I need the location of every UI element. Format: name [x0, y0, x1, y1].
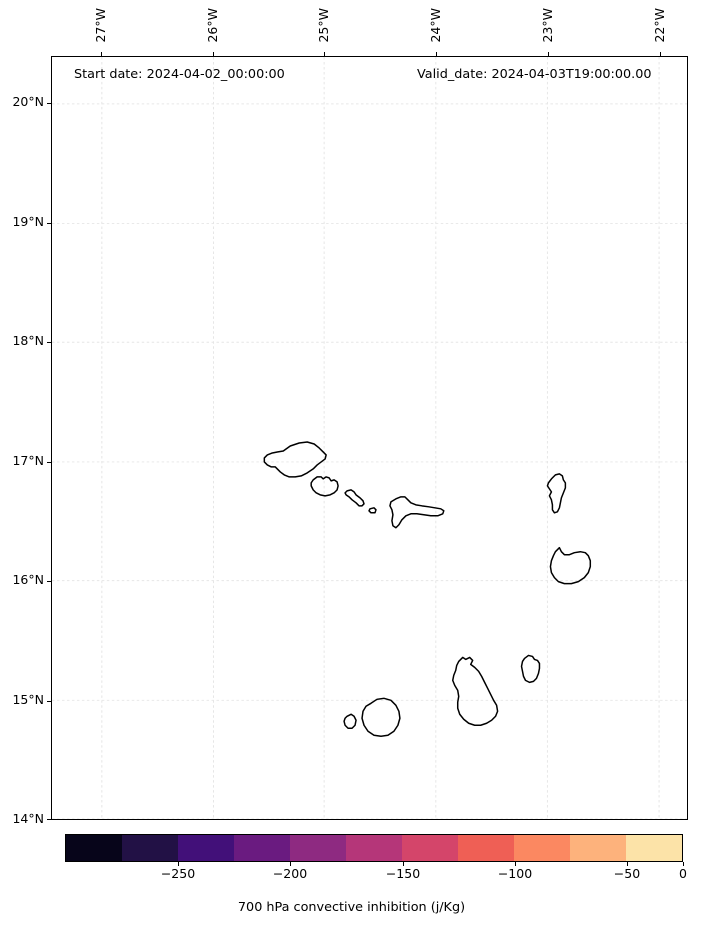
island-boa-vista — [549, 546, 592, 585]
xtick-label: 26°W — [204, 8, 220, 43]
island-brava — [343, 713, 357, 729]
coastlines — [263, 441, 592, 737]
colorbar-tickmark — [627, 862, 628, 866]
ytick-16n: 16°N — [12, 572, 44, 587]
colorbar-swatch-9 — [570, 835, 626, 861]
colorbar-tick-label: −100 — [497, 866, 533, 881]
island-fogo — [361, 697, 401, 737]
colorbar-swatch-0 — [66, 835, 122, 861]
start-date-annotation: Start date: 2024-04-02_00:00:00 — [74, 67, 285, 82]
colorbar-tickmark — [290, 862, 291, 866]
colorbar — [65, 834, 683, 862]
colorbar-tick-label: −50 — [613, 866, 641, 881]
valid-date-annotation: Valid_date: 2024-04-03T19:00:00.00 — [417, 67, 652, 82]
gridlines — [52, 57, 687, 819]
colorbar-swatch-5 — [346, 835, 402, 861]
colorbar-tickmark — [515, 862, 516, 866]
colorbar-swatch-7 — [458, 835, 514, 861]
island-santa-luzia — [344, 489, 365, 507]
xtickmark — [213, 52, 214, 56]
xtickmark — [324, 52, 325, 56]
xtick-label: 23°W — [539, 8, 555, 43]
colorbar-swatch-8 — [514, 835, 570, 861]
ytick-17n: 17°N — [12, 453, 44, 468]
island-sal — [546, 473, 567, 514]
colorbar-swatch-4 — [290, 835, 346, 861]
colorbar-swatch-10 — [626, 835, 682, 861]
ytick-19n: 19°N — [12, 214, 44, 229]
ytick-15n: 15°N — [12, 692, 44, 707]
island-santo-antao — [263, 441, 327, 478]
colorbar-tick-label: −150 — [385, 866, 421, 881]
ytickmark — [47, 701, 51, 702]
ytickmark — [47, 223, 51, 224]
island-santiago — [451, 656, 499, 726]
ytick-14n: 14°N — [12, 811, 44, 826]
colorbar-tick-label: −200 — [272, 866, 308, 881]
xtick-label: 24°W — [427, 8, 443, 43]
xtickmark — [436, 52, 437, 56]
ytickmark — [47, 103, 51, 104]
xtickmark — [660, 52, 661, 56]
ytick-18n: 18°N — [12, 333, 44, 348]
island-sao-vicente — [310, 476, 339, 497]
colorbar-swatch-1 — [122, 835, 178, 861]
colorbar-tick-label: 0 — [679, 866, 687, 881]
ytickmark — [47, 581, 51, 582]
island-maio — [520, 654, 541, 684]
xtickmark — [101, 52, 102, 56]
colorbar-tickmark — [178, 862, 179, 866]
map-axes: Start date: 2024-04-02_00:00:00 Valid_da… — [51, 56, 688, 820]
colorbar-swatch-2 — [178, 835, 234, 861]
colorbar-title: 700 hPa convective inhibition (j/Kg) — [237, 900, 466, 915]
xtick-label: 27°W — [92, 8, 108, 43]
ytickmark — [47, 819, 51, 820]
colorbar-tickmark — [403, 862, 404, 866]
colorbar-swatch-3 — [234, 835, 290, 861]
xtick-label: 25°W — [315, 8, 331, 43]
island-sao-nicolau — [389, 496, 445, 529]
colorbar-tickmark — [683, 862, 684, 866]
ytickmark — [47, 342, 51, 343]
colorbar-tick-label: −250 — [160, 866, 196, 881]
island-branco — [368, 507, 377, 514]
ytick-20n: 20°N — [12, 94, 44, 109]
xtickmark — [548, 52, 549, 56]
ytickmark — [47, 462, 51, 463]
xtick-label: 22°W — [651, 8, 667, 43]
colorbar-swatch-6 — [402, 835, 458, 861]
